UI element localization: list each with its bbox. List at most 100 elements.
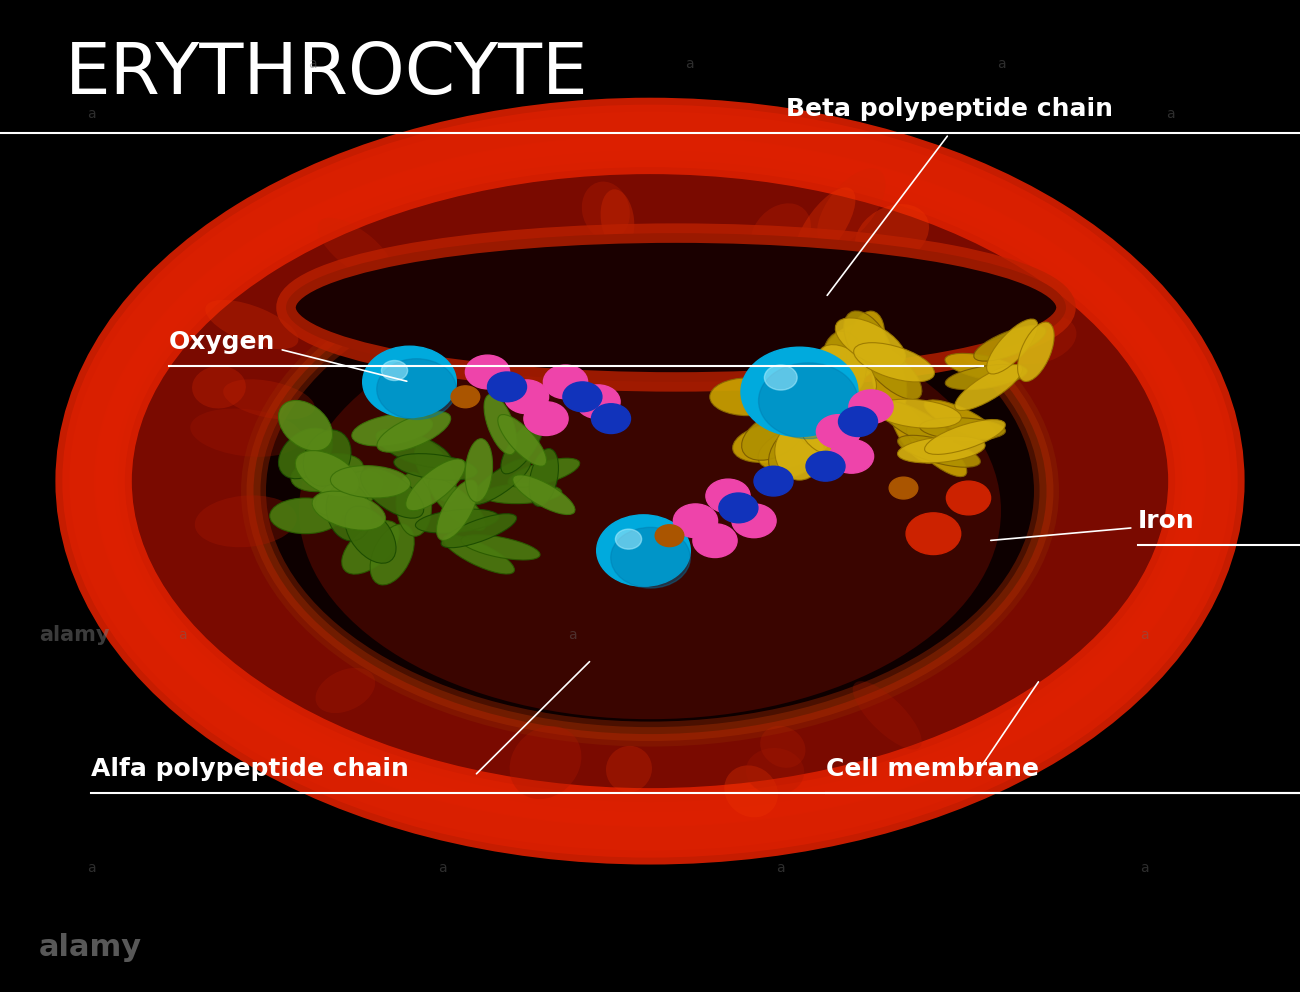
Ellipse shape [416, 509, 499, 533]
Text: Cell membrane: Cell membrane [826, 757, 1039, 781]
Ellipse shape [924, 420, 1005, 454]
Circle shape [741, 347, 858, 436]
Ellipse shape [205, 300, 299, 349]
Ellipse shape [836, 317, 906, 367]
Ellipse shape [508, 458, 580, 487]
Ellipse shape [326, 482, 372, 541]
Ellipse shape [919, 418, 1005, 440]
Ellipse shape [844, 310, 892, 374]
Ellipse shape [862, 343, 922, 400]
Ellipse shape [512, 475, 575, 515]
Ellipse shape [303, 430, 351, 486]
Circle shape [504, 380, 549, 414]
Ellipse shape [741, 412, 806, 460]
Ellipse shape [872, 348, 907, 415]
Ellipse shape [853, 682, 922, 750]
Ellipse shape [818, 169, 885, 247]
Ellipse shape [724, 766, 777, 817]
Text: Oxygen: Oxygen [169, 330, 276, 354]
Ellipse shape [906, 425, 967, 476]
Text: a: a [776, 861, 784, 875]
Ellipse shape [370, 524, 415, 585]
Ellipse shape [1018, 322, 1054, 382]
Circle shape [592, 404, 630, 434]
Ellipse shape [797, 396, 849, 454]
Ellipse shape [278, 429, 333, 479]
Ellipse shape [897, 435, 980, 467]
Text: ERYTHROCYTE: ERYTHROCYTE [65, 40, 589, 109]
Circle shape [816, 415, 861, 448]
Text: a: a [1140, 861, 1148, 875]
Ellipse shape [891, 402, 936, 463]
Text: a: a [1140, 628, 1148, 642]
Ellipse shape [295, 450, 359, 497]
Circle shape [946, 481, 991, 515]
Circle shape [563, 382, 602, 412]
Ellipse shape [746, 748, 805, 795]
Ellipse shape [855, 204, 930, 267]
Ellipse shape [192, 366, 246, 409]
Ellipse shape [758, 424, 832, 469]
Text: Alfa polypeptide chain: Alfa polypeptide chain [91, 757, 410, 781]
Circle shape [889, 477, 918, 499]
Text: alamy: alamy [39, 625, 109, 645]
Circle shape [524, 402, 568, 435]
Circle shape [363, 346, 456, 418]
Text: a: a [308, 58, 316, 71]
Circle shape [732, 504, 776, 538]
Text: Beta polypeptide chain: Beta polypeptide chain [785, 97, 1113, 121]
Ellipse shape [315, 471, 382, 516]
Ellipse shape [710, 378, 785, 416]
Ellipse shape [415, 440, 456, 502]
Ellipse shape [797, 384, 845, 446]
Ellipse shape [768, 422, 826, 478]
Ellipse shape [360, 468, 424, 518]
Ellipse shape [224, 379, 315, 420]
Text: a: a [87, 107, 95, 121]
Ellipse shape [270, 498, 341, 534]
Circle shape [615, 529, 642, 550]
Ellipse shape [352, 414, 433, 446]
Ellipse shape [818, 344, 876, 401]
Circle shape [611, 528, 690, 588]
Ellipse shape [601, 189, 634, 250]
Circle shape [706, 479, 750, 513]
Text: alamy: alamy [39, 932, 142, 962]
Ellipse shape [733, 423, 810, 462]
Ellipse shape [760, 726, 806, 768]
Ellipse shape [317, 218, 393, 280]
Ellipse shape [582, 182, 629, 239]
Circle shape [381, 360, 408, 381]
Ellipse shape [291, 453, 364, 492]
Ellipse shape [974, 325, 1046, 361]
Circle shape [693, 524, 737, 558]
Ellipse shape [98, 139, 1203, 823]
Ellipse shape [406, 459, 465, 511]
Ellipse shape [299, 303, 1001, 719]
Ellipse shape [394, 453, 477, 480]
Ellipse shape [954, 364, 1023, 411]
Circle shape [576, 385, 620, 419]
Ellipse shape [471, 458, 530, 505]
Circle shape [906, 513, 961, 555]
Ellipse shape [1000, 314, 1076, 364]
Ellipse shape [344, 506, 396, 563]
Circle shape [465, 355, 510, 389]
Text: a: a [685, 58, 693, 71]
Ellipse shape [786, 378, 850, 432]
Ellipse shape [750, 203, 811, 265]
Ellipse shape [330, 465, 411, 498]
Circle shape [849, 390, 893, 424]
Ellipse shape [846, 311, 885, 378]
Ellipse shape [945, 364, 1027, 390]
Ellipse shape [874, 399, 962, 429]
Text: a: a [178, 628, 186, 642]
Text: a: a [997, 58, 1005, 71]
Ellipse shape [195, 495, 296, 548]
Circle shape [829, 439, 874, 473]
Ellipse shape [879, 401, 952, 446]
Ellipse shape [794, 187, 855, 266]
Circle shape [377, 359, 456, 420]
Circle shape [488, 372, 526, 402]
Ellipse shape [484, 394, 517, 454]
